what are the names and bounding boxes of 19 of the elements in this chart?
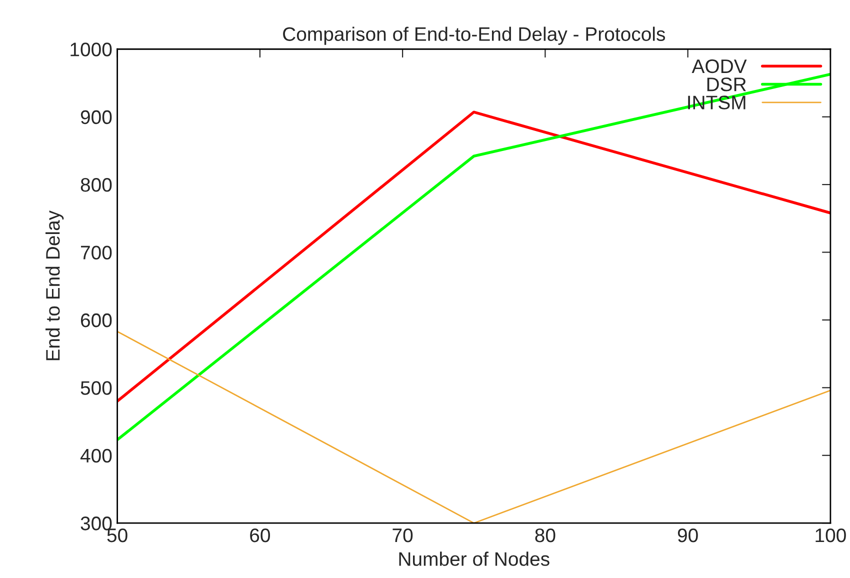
legend-label: AODV <box>692 59 747 74</box>
x-axis-title: Number of Nodes <box>399 552 550 566</box>
x-tick-label: 60 <box>250 528 270 542</box>
y-axis-title: End to End Delay <box>46 210 64 360</box>
x-tick-label: 90 <box>678 528 698 542</box>
y-tick-label: 800 <box>80 178 112 192</box>
y-tick-label: 500 <box>80 381 112 395</box>
x-tick-label: 100 <box>816 528 846 542</box>
y-tick-label: 700 <box>80 246 112 260</box>
x-tick-label: 50 <box>107 528 128 542</box>
legend-label: DSR <box>707 77 746 92</box>
y-tick-label: 600 <box>80 313 112 328</box>
y-tick-label: 1000 <box>70 42 112 56</box>
y-tick-label: 900 <box>80 110 112 124</box>
y-tick-label: 400 <box>80 448 112 463</box>
y-tick-label: 300 <box>80 516 112 530</box>
x-tick-label: 70 <box>392 528 413 542</box>
x-tick-label: 80 <box>535 528 556 542</box>
chart-title: Comparison of End-to-End Delay - Protocols <box>283 26 666 45</box>
